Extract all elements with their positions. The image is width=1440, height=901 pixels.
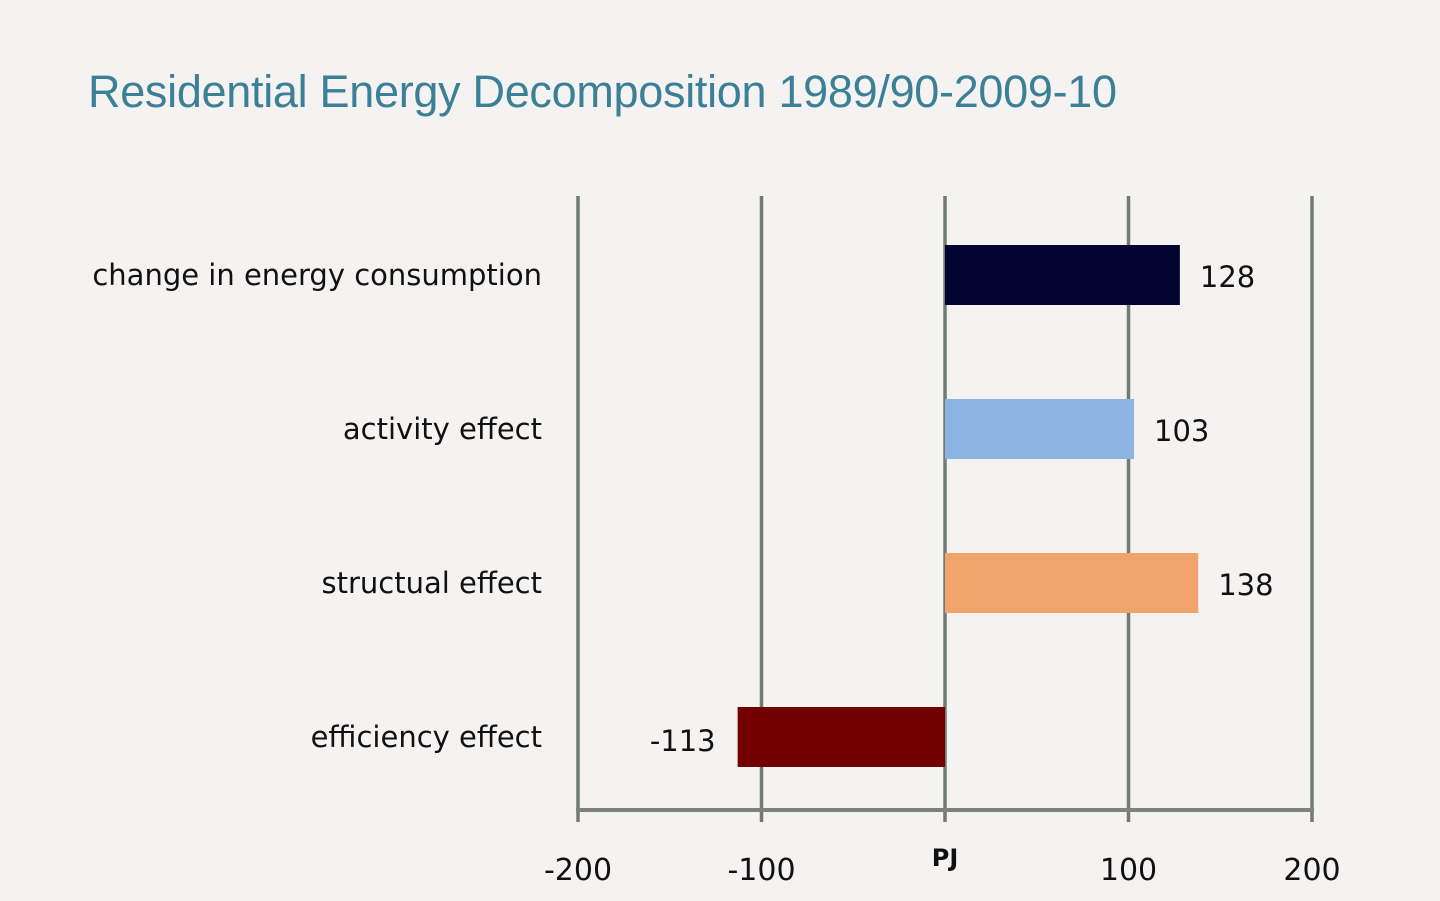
bars [737, 245, 1199, 767]
bar [945, 553, 1199, 613]
labels: -200 -100 PJ 100 200 change in energy consump… [92, 258, 1340, 888]
category-label: efficiency effect [311, 720, 542, 754]
bar [945, 399, 1135, 459]
chart-title: Residential Energy Decomposition 1989/90… [88, 66, 1117, 117]
bar [945, 245, 1180, 305]
x-tick-label: 100 [1100, 853, 1157, 888]
category-label: change in energy consumption [92, 258, 542, 292]
data-label: 128 [1200, 260, 1255, 294]
x-tick-label: -200 [544, 853, 612, 888]
x-tick-label: 200 [1283, 853, 1340, 888]
data-label: 103 [1154, 414, 1209, 448]
x-tick-label: -100 [727, 853, 795, 888]
data-label: -113 [650, 724, 716, 758]
x-axis-unit-label: PJ [932, 844, 959, 872]
bar [737, 707, 945, 767]
category-label: activity effect [343, 412, 542, 446]
category-label: structual effect [321, 566, 542, 600]
data-label: 138 [1218, 568, 1273, 602]
